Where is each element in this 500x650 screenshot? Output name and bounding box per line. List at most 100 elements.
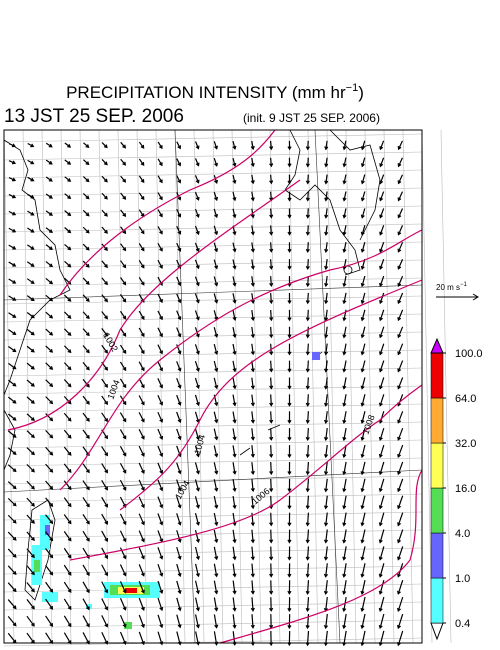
wind-arrow-head <box>287 265 292 270</box>
wind-arrow-head <box>86 417 90 422</box>
wind-arrow-head <box>360 317 365 322</box>
wind-arrow-head <box>122 469 127 474</box>
parallel <box>3 277 423 287</box>
wind-arrow <box>213 597 218 611</box>
wind-arrow <box>213 529 218 543</box>
wind-arrow-head <box>104 229 108 234</box>
wind-arrow <box>82 581 90 593</box>
wind-arrow-head <box>195 504 200 509</box>
wind-arrow <box>397 326 404 338</box>
wind-arrow <box>232 360 236 372</box>
wind-arrow-head <box>12 228 17 233</box>
wind-arrow-head <box>287 590 292 595</box>
wind-arrow-head <box>67 434 72 439</box>
wind-arrow-head <box>269 402 274 407</box>
title: PRECIPITATION INTENSITY (mm hr−1) <box>66 82 364 102</box>
wind-arrow <box>101 598 108 610</box>
wind-arrow <box>194 158 200 166</box>
wind-arrow <box>379 140 385 150</box>
wind-arrow <box>176 276 181 286</box>
wind-arrow <box>82 564 90 576</box>
wind-arrow-head <box>360 522 365 527</box>
wind-arrow-head <box>378 488 383 493</box>
wind-arrow-head <box>67 451 72 456</box>
wind-arrow-head <box>122 178 127 183</box>
wind-arrow <box>138 530 145 542</box>
wind-arrow <box>232 411 236 423</box>
wind-arrow <box>8 379 16 387</box>
rain-area <box>312 352 320 360</box>
wind-arrow-head <box>269 368 274 373</box>
wind-arrow <box>119 513 127 525</box>
wind-arrow-head <box>397 351 402 356</box>
wind-arrow <box>176 614 181 628</box>
wind-arrow <box>82 209 90 217</box>
wind-arrow-head <box>378 573 383 578</box>
wind-arrow <box>138 361 145 371</box>
wind-arrow <box>343 411 347 423</box>
wind-arrow-head <box>360 163 365 168</box>
wind-arrow-head <box>140 367 145 372</box>
wind-arrow-head <box>214 436 219 441</box>
wind-arrow <box>8 295 16 301</box>
wind-arrow <box>7 430 17 438</box>
wind-arrow <box>307 411 309 423</box>
wind-arrow-head <box>141 487 145 492</box>
wind-arrow <box>251 411 254 423</box>
wind-arrow-head <box>214 367 219 373</box>
wind-arrow <box>232 479 236 491</box>
wind-arrow <box>8 244 16 250</box>
wind-arrow-head <box>85 298 90 303</box>
wind-arrow-head <box>232 556 237 561</box>
wind-arrow-head <box>49 331 54 336</box>
wind-arrow <box>119 614 127 628</box>
wind-arrow-head <box>104 366 108 371</box>
wind-arrow-head <box>159 333 163 338</box>
wind-arrow-head <box>140 281 145 286</box>
wind-arrow <box>251 377 254 389</box>
wind-arrow <box>325 157 328 167</box>
wind-arrow-head <box>159 401 164 406</box>
wind-arrow <box>325 580 328 594</box>
wind-arrow <box>176 225 181 235</box>
wind-arrow <box>138 192 145 200</box>
wind-arrow <box>176 242 181 252</box>
wind-arrow <box>157 175 163 183</box>
wind-arrow <box>251 242 254 252</box>
wind-arrow <box>26 261 35 267</box>
parallel <box>3 565 423 575</box>
wind-arrow-head <box>323 436 329 442</box>
wind-arrow <box>379 225 385 235</box>
wind-arrow-head <box>232 419 237 424</box>
wind-arrow-head <box>85 315 90 320</box>
wind-arrow-head <box>378 436 383 441</box>
colorbar-bin <box>430 532 444 579</box>
wind-arrow-head <box>67 297 72 302</box>
wind-arrow <box>232 546 236 560</box>
wind-arrow-head <box>305 573 310 578</box>
wind-arrow <box>101 463 108 473</box>
wind-arrow-head <box>30 246 35 250</box>
wind-arrow-head <box>86 486 90 491</box>
wind-arrow <box>213 377 218 389</box>
wind-arrow <box>213 225 218 235</box>
wind-arrow-head <box>232 590 237 595</box>
wind-arrow <box>379 191 385 201</box>
wind-arrow <box>63 514 72 524</box>
parallel <box>3 241 423 251</box>
wind-arrow-head <box>324 197 329 202</box>
wind-arrow <box>82 193 90 199</box>
wind-arrow <box>45 632 53 644</box>
wind-arrow <box>307 309 309 321</box>
wind-arrow-head <box>287 146 292 151</box>
wind-arrow <box>194 462 200 474</box>
wind-arrow <box>343 157 347 167</box>
wind-arrow-head <box>214 539 219 544</box>
wind-arrow <box>251 191 254 201</box>
parallel <box>3 511 423 521</box>
wind-arrow-head <box>378 368 383 373</box>
wind-arrow-head <box>305 163 310 168</box>
wind-arrow <box>119 344 127 354</box>
wind-arrow <box>64 193 71 199</box>
wind-arrow-head <box>360 351 365 356</box>
